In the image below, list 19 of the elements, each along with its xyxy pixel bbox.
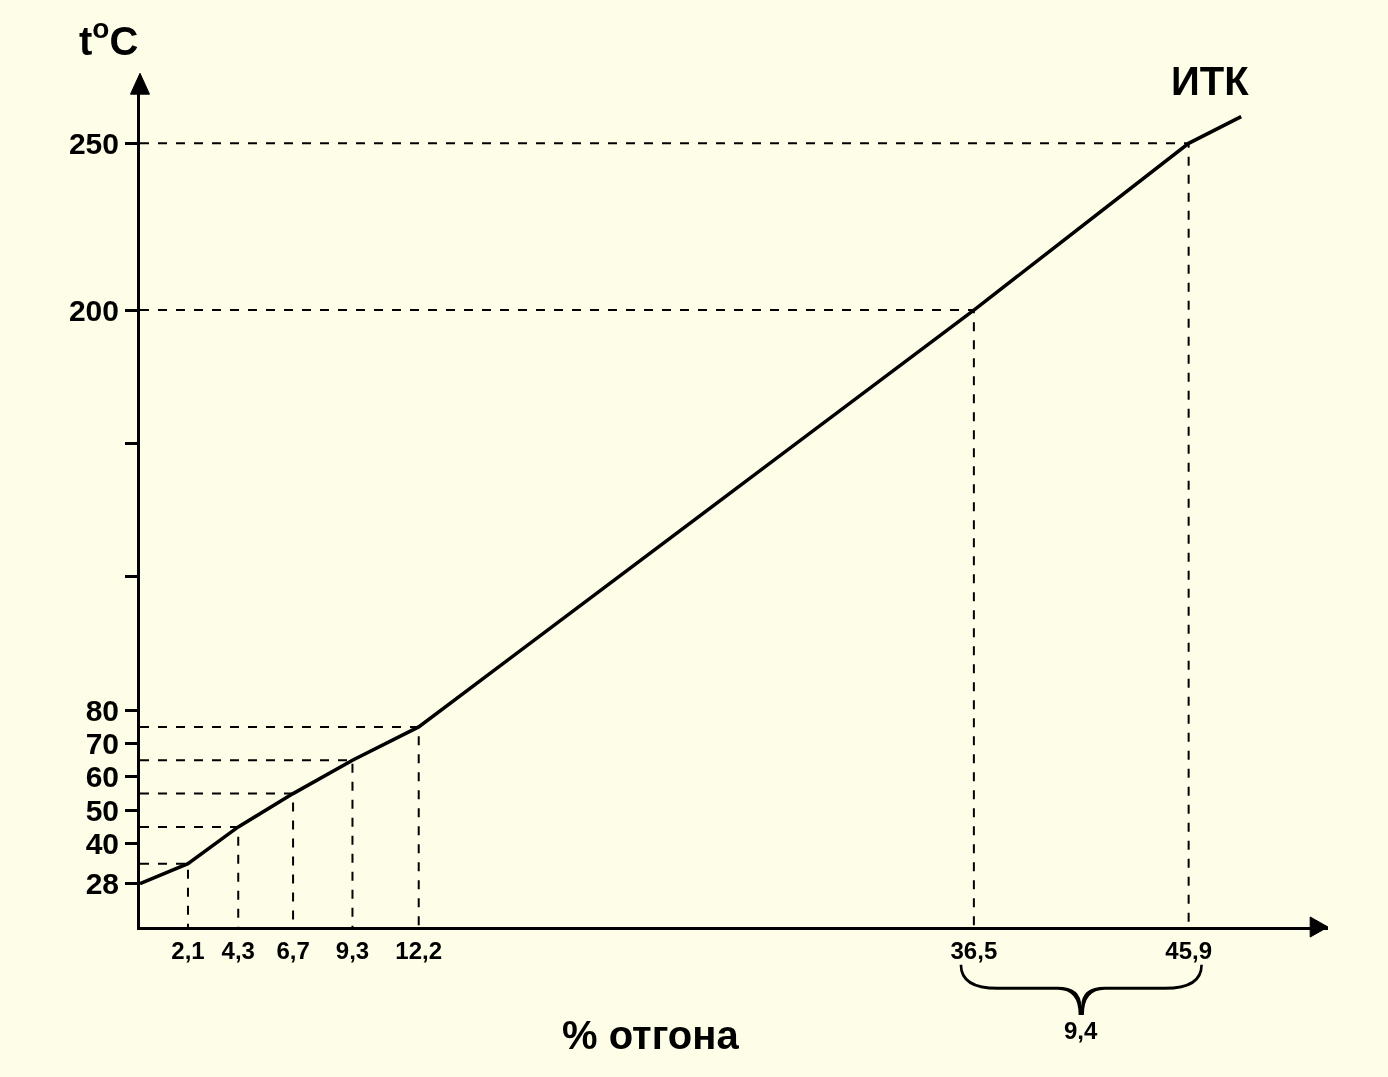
- x-tick-label: 4,3: [221, 936, 255, 964]
- y-tick-label: 250: [68, 126, 119, 160]
- y-tick-label: 80: [85, 693, 119, 727]
- series-label: ИТК: [1171, 59, 1250, 103]
- y-tick-label: 50: [85, 793, 119, 827]
- text: 9,4: [1064, 1017, 1099, 1044]
- x-tick-label: 2,1: [171, 936, 205, 964]
- x-axis-title: % отгона: [562, 1013, 740, 1057]
- y-tick-label: 28: [85, 867, 119, 901]
- x-tick-label: 45,9: [1165, 936, 1212, 964]
- y-tick-label: 70: [85, 727, 119, 761]
- y-tick-label: 60: [85, 760, 119, 794]
- y-tick-label: 40: [85, 827, 119, 861]
- x-tick-label: 12,2: [395, 936, 443, 964]
- y-tick-label: 200: [68, 293, 119, 327]
- x-tick-label: 36,5: [950, 936, 998, 964]
- x-tick-label: 6,7: [276, 936, 310, 964]
- y-axis-title: t$^{o}$C: [79, 13, 139, 63]
- x-tick-label: 9,3: [335, 936, 370, 964]
